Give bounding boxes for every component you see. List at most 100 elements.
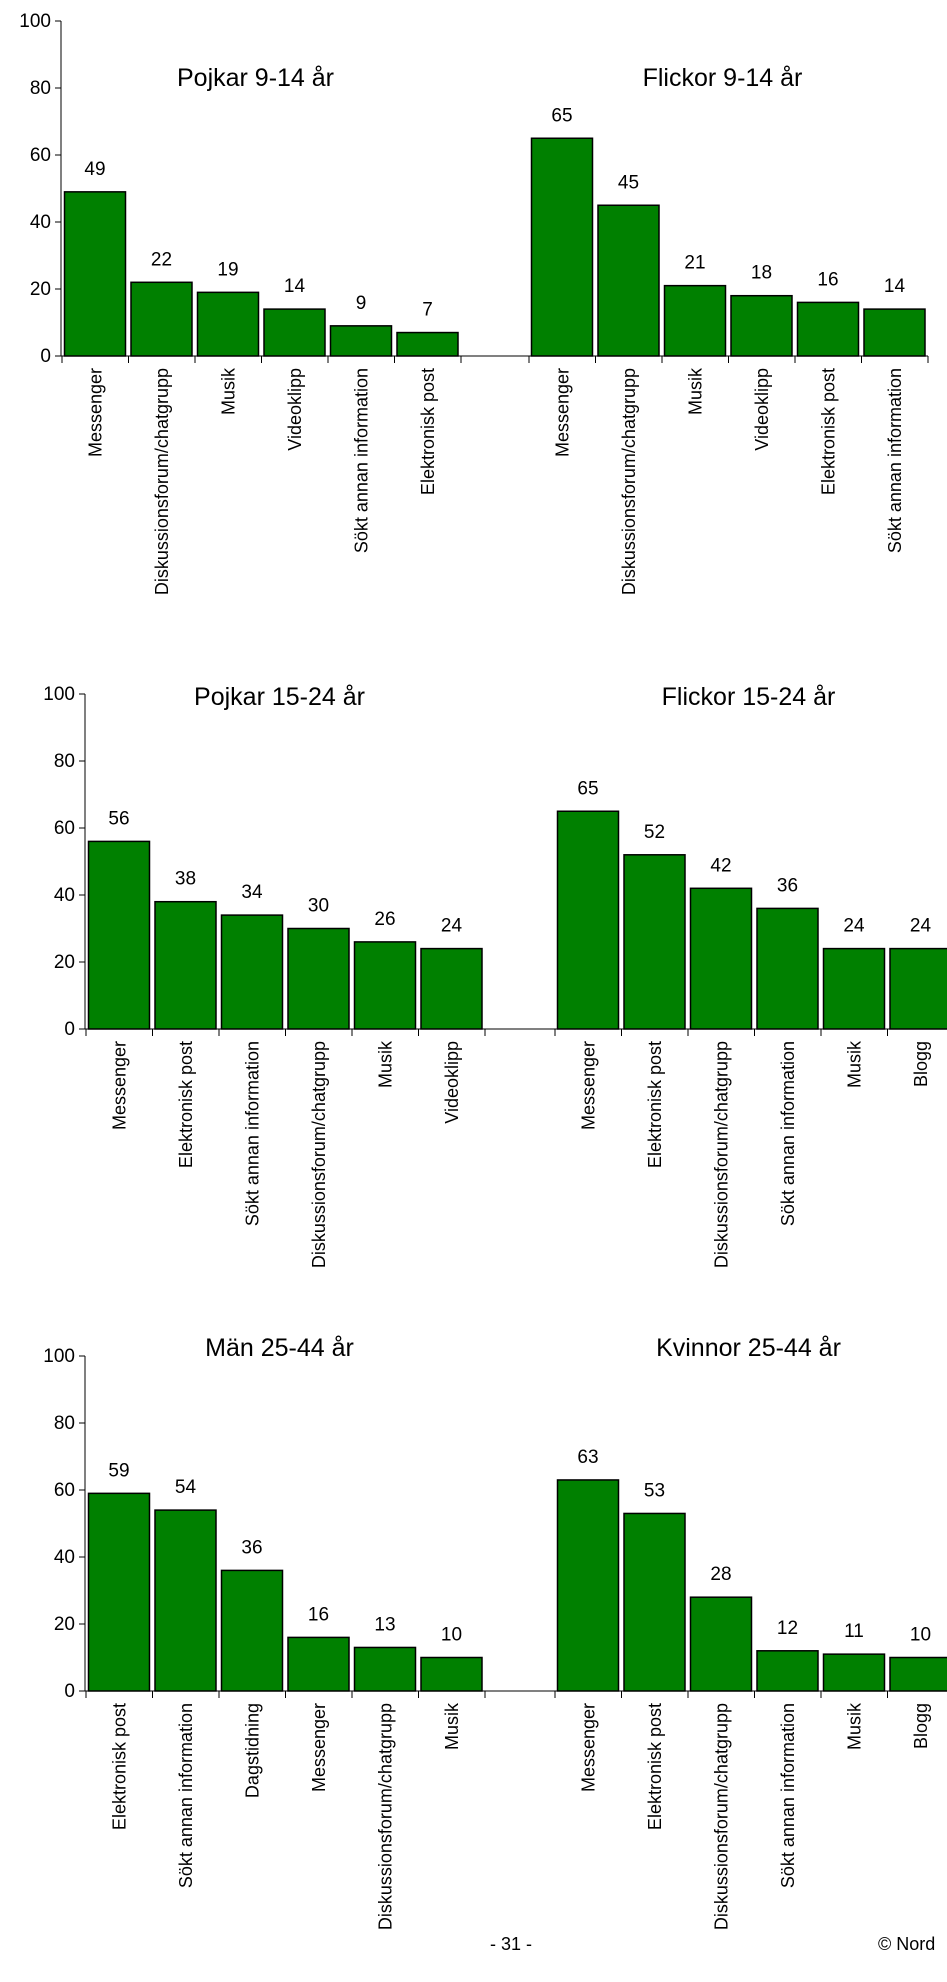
data-label: 7 <box>422 300 433 321</box>
chart-row-3: 0 20 40 60 80 100 Män 25-44 år 59 Elektronisk po… <box>43 1334 947 1930</box>
data-label: 54 <box>175 1477 197 1498</box>
bar <box>556 1479 620 1692</box>
y-tick-label: 80 <box>54 1413 75 1434</box>
bar <box>396 331 459 357</box>
bar <box>287 1636 350 1692</box>
data-label: 49 <box>84 159 105 180</box>
data-label: 53 <box>644 1480 665 1501</box>
panel-title: Flickor 9-14 år <box>643 64 803 92</box>
data-label: 10 <box>441 1625 462 1646</box>
category-label: Elektronisk post <box>645 1703 665 1830</box>
data-label: 28 <box>710 1564 731 1585</box>
y-tick-label: 80 <box>30 78 51 99</box>
category-label: Videoklipp <box>442 1041 462 1124</box>
data-label: 26 <box>374 909 395 930</box>
y-tick-label: 80 <box>54 751 75 772</box>
panel-1: Pojkar 9-14 år 49 Messenger 22 Diskussionsfo… <box>61 64 462 595</box>
category-label: Sökt annan information <box>778 1041 798 1226</box>
panel-title: Pojkar 15-24 år <box>194 683 365 711</box>
category-label: Musik <box>844 1040 864 1088</box>
data-label: 14 <box>284 276 306 297</box>
y-tick-label: 100 <box>19 11 51 32</box>
data-label: 42 <box>710 855 731 876</box>
bar <box>353 941 417 1030</box>
data-label: 52 <box>644 822 665 843</box>
data-label: 63 <box>577 1447 598 1468</box>
category-label: Musik <box>844 1702 864 1750</box>
category-label: Elektronisk post <box>109 1703 129 1830</box>
y-tick-label: 20 <box>54 952 75 973</box>
category-label: Dagstidning <box>242 1703 262 1798</box>
panel-title: Pojkar 9-14 år <box>177 64 334 92</box>
page-number: - 31 - <box>490 1934 533 1954</box>
panel-2: Kvinnor 25-44 år 63 Messenger 53 Elektronisk… <box>554 1334 947 1930</box>
y-tick-label: 100 <box>43 684 75 705</box>
data-label: 16 <box>817 269 838 290</box>
bar <box>63 191 127 357</box>
y-tick-label: 40 <box>54 1547 75 1568</box>
bar <box>689 887 753 1030</box>
panel-2: Flickor 9-14 år 65 Messenger 45 Diskussionsf… <box>528 64 929 595</box>
y-tick-label: 40 <box>54 885 75 906</box>
category-label: Sökt annan information <box>778 1703 798 1888</box>
y-tick-label: 100 <box>43 1346 75 1367</box>
category-label: Elektronisk post <box>176 1041 196 1168</box>
data-label: 18 <box>751 263 772 284</box>
y-tick-label: 0 <box>40 346 51 367</box>
category-label: Diskussionsforum/chatgrupp <box>711 1703 731 1930</box>
y-tick-label: 0 <box>64 1681 75 1702</box>
data-label: 36 <box>777 875 798 896</box>
data-label: 14 <box>884 276 906 297</box>
y-tick-label: 60 <box>54 1480 75 1501</box>
category-label: Elektronisk post <box>818 368 838 495</box>
category-label: Messenger <box>309 1703 329 1792</box>
category-label: Elektronisk post <box>418 368 438 495</box>
bar <box>663 284 727 357</box>
bar <box>530 137 594 357</box>
data-label: 56 <box>108 808 129 829</box>
bar <box>597 204 660 357</box>
category-label: Messenger <box>578 1041 598 1130</box>
bar <box>220 1569 284 1692</box>
bar <box>420 947 483 1030</box>
category-label: Diskussionsforum/chatgrupp <box>152 368 172 595</box>
bar <box>87 1492 151 1692</box>
data-label: 24 <box>441 916 463 937</box>
bar <box>154 1509 217 1692</box>
category-label: Diskussionsforum/chatgrupp <box>619 368 639 595</box>
data-label: 65 <box>577 778 598 799</box>
category-label: Musik <box>685 367 705 415</box>
bar <box>329 325 393 357</box>
copyright-notice: © Nord <box>878 1934 936 1954</box>
data-label: 19 <box>217 259 238 280</box>
bar <box>263 308 326 357</box>
category-label: Sökt annan information <box>351 368 371 553</box>
chart-row-1: 0 20 40 60 80 100 Pojkar 9-14 år 49 Messenger 22 D… <box>19 11 929 595</box>
data-label: 10 <box>910 1625 931 1646</box>
bar <box>889 1656 947 1692</box>
panel-title: Kvinnor 25-44 år <box>656 1334 841 1362</box>
panel-title: Flickor 15-24 år <box>662 683 836 711</box>
bar <box>730 294 793 357</box>
data-label: 13 <box>374 1614 395 1635</box>
bar <box>756 1650 819 1692</box>
y-tick-label: 0 <box>64 1019 75 1040</box>
data-label: 36 <box>241 1537 262 1558</box>
panel-2: Flickor 15-24 år 65 Messenger 52 Elektronisk… <box>554 683 947 1268</box>
category-label: Musik <box>375 1040 395 1088</box>
data-label: 65 <box>551 105 572 126</box>
category-label: Musik <box>218 367 238 415</box>
bar <box>556 810 620 1030</box>
y-tick-label: 40 <box>30 212 51 233</box>
bar <box>756 907 819 1030</box>
category-label: Diskussionsforum/chatgrupp <box>711 1041 731 1268</box>
bar <box>889 947 947 1030</box>
category-label: Messenger <box>552 368 572 457</box>
category-label: Videoklipp <box>285 368 305 451</box>
category-label: Sökt annan information <box>885 368 905 553</box>
bar <box>822 947 886 1030</box>
data-label: 38 <box>175 869 196 890</box>
category-label: Blogg <box>911 1703 931 1749</box>
bar <box>130 281 193 357</box>
